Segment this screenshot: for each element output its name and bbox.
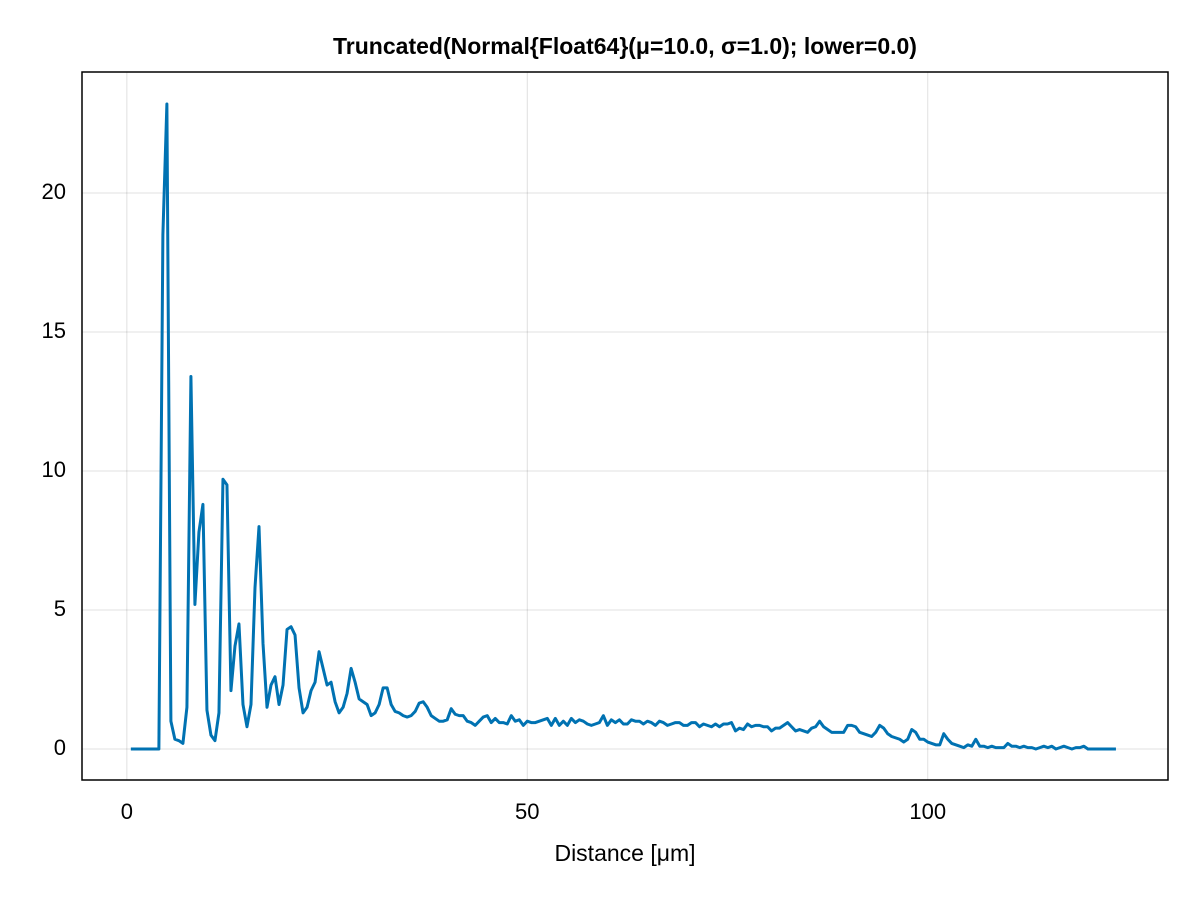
plot-frame — [81, 71, 1169, 781]
y-tick-label: 15 — [42, 318, 66, 343]
x-tick-label: 50 — [515, 799, 539, 824]
y-tick-label: 10 — [42, 457, 66, 482]
y-tick-label: 20 — [42, 179, 66, 204]
chart-title: Truncated(Normal{Float64}(μ=10.0, σ=1.0)… — [333, 33, 917, 59]
y-tick-label: 5 — [54, 596, 66, 621]
x-axis-label: Distance [μm] — [554, 840, 695, 866]
y-tick-label: 0 — [54, 735, 66, 760]
data-line — [130, 102, 1116, 751]
x-tick-label: 0 — [121, 799, 133, 824]
x-tick-label: 100 — [909, 799, 946, 824]
